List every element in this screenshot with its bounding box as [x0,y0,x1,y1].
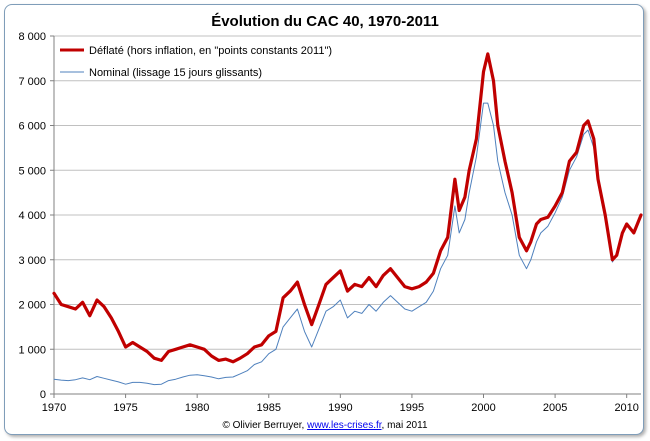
legend-label-deflated: Déflaté (hors inflation, en "points cons… [89,45,332,57]
credit-suffix: , mai 2011 [382,420,428,431]
x-tick-label: 2010 [614,402,638,414]
credit-prefix: © Olivier Berruyer, [222,420,307,431]
y-tick-label: 7 000 [18,76,46,88]
y-tick-label: 3 000 [18,255,46,267]
x-tick-label: 1970 [42,402,66,414]
y-tick-label: 4 000 [18,210,46,222]
y-axis-ticks: 0 1 000 2 000 3 000 4 000 5 000 6 000 7 000 8 00… [18,31,54,401]
credit-line: © Olivier Berruyer, www.les-crises.fr, m… [222,420,427,431]
x-tick-label: 1980 [185,402,209,414]
x-tick-label: 2005 [543,402,567,414]
chart-title: Évolution du CAC 40, 1970-2011 [211,13,439,30]
x-tick-label: 1975 [113,402,137,414]
y-tick-label: 1 000 [18,344,46,356]
x-tick-label: 2000 [471,402,495,414]
credit-link[interactable]: www.les-crises.fr [306,420,383,431]
series-line-nominal [53,102,642,386]
x-axis-ticks: 1970 1975 1980 1985 1990 1995 2000 2005 2010 [42,394,639,414]
x-tick-label: 1990 [328,402,352,414]
legend: Déflaté (hors inflation, en "points cons… [60,45,332,79]
x-tick-label: 1985 [257,402,281,414]
y-tick-label: 0 [40,389,46,401]
y-tick-label: 8 000 [18,31,46,43]
chart-frame [4,4,644,435]
y-tick-label: 5 000 [18,165,46,177]
series-line-deflated [52,52,643,364]
y-tick-label: 2 000 [18,300,46,312]
y-tick-label: 6 000 [18,121,46,133]
axes [53,36,641,395]
grid [54,35,641,395]
x-tick-label: 1995 [400,402,424,414]
series-lines [52,52,643,386]
legend-label-nominal: Nominal (lissage 15 jours glissants) [89,67,262,79]
